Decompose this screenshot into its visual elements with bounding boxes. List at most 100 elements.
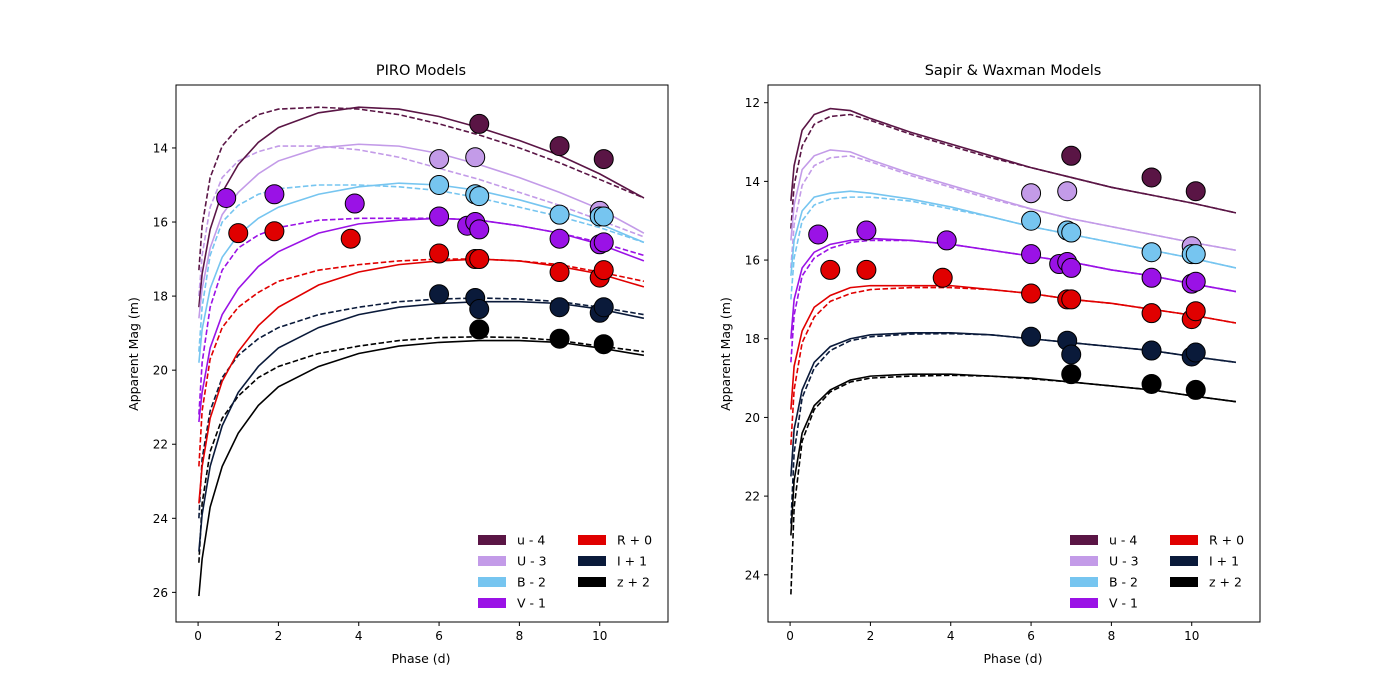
observations-sapir-waxman	[808, 145, 1206, 400]
solid-model-line-v-1	[790, 237, 1237, 339]
observation-point-z-2	[469, 319, 490, 340]
legend-label: B - 2	[517, 575, 546, 590]
legend-swatch	[478, 598, 506, 608]
legend-label: V - 1	[517, 596, 546, 611]
legend-swatch	[478, 556, 506, 566]
x-tick-label: 0	[194, 629, 202, 643]
solid-model-line-u-4	[198, 106, 645, 308]
y-axis-label-sapir-waxman: Apparent Mag (m)	[718, 297, 733, 411]
observation-point-i-1	[1061, 344, 1082, 365]
observation-point-z-2	[1061, 364, 1082, 385]
observation-point-r-0	[932, 267, 953, 288]
legend-swatch	[1170, 535, 1198, 545]
observation-point-v-1	[593, 232, 614, 253]
legend-swatch	[1070, 598, 1098, 608]
solid-model-line-z-2	[198, 339, 645, 597]
observation-point-u-4	[1061, 145, 1082, 166]
solid-model-line-b-2	[198, 182, 645, 363]
y-tick-label: 14	[153, 141, 168, 155]
observation-point-r-0	[820, 259, 841, 280]
observation-point-b-2	[549, 204, 570, 225]
observation-point-b-2	[429, 174, 450, 195]
observation-point-v-1	[1185, 271, 1206, 292]
legend-label: z + 2	[617, 575, 650, 590]
x-axis-label-sapir-waxman: Phase (d)	[984, 651, 1043, 666]
dashed-model-line-i-1	[198, 297, 645, 519]
y-tick-label: 20	[745, 411, 760, 425]
panel-sapir-waxman: Sapir & Waxman Models Phase (d) Apparent…	[718, 63, 1261, 666]
observation-point-r-0	[1061, 289, 1082, 310]
observation-point-i-1	[469, 299, 490, 320]
observation-point-v-1	[469, 219, 490, 240]
observation-point-u-4	[1185, 181, 1206, 202]
y-tick-label: 22	[153, 438, 168, 452]
observation-point-i-1	[429, 284, 450, 305]
observation-point-v-1	[1141, 267, 1162, 288]
observation-point-v-1	[264, 184, 285, 205]
solid-model-line-z-2	[790, 373, 1237, 536]
observation-point-b-2	[469, 186, 490, 207]
solid-model-line-i-1	[790, 332, 1237, 477]
legend-piro: u - 4 U - 3 B - 2 V - 1 R + 0 I + 1 z + 2	[478, 533, 652, 611]
legend-label: I + 1	[1209, 554, 1239, 569]
solid-model-line-v-1	[198, 217, 645, 423]
dashed-model-line-i-1	[790, 332, 1237, 524]
observation-point-b-2	[593, 206, 614, 227]
dashed-model-line-b-2	[198, 184, 645, 352]
x-tick-label: 2	[867, 629, 875, 643]
observation-point-r-0	[549, 262, 570, 283]
legend-sapir-waxman: u - 4 U - 3 B - 2 V - 1 R + 0 I + 1 z + 2	[1070, 533, 1244, 611]
y-tick-label: 26	[153, 586, 168, 600]
x-tick-label: 6	[1027, 629, 1035, 643]
observation-point-r-0	[340, 228, 361, 249]
observation-point-r-0	[469, 249, 490, 270]
chart-title-sapir-waxman: Sapir & Waxman Models	[925, 63, 1102, 79]
observation-point-i-1	[593, 297, 614, 318]
observation-point-r-0	[856, 259, 877, 280]
legend-swatch	[578, 556, 606, 566]
y-axis-label-piro: Apparent Mag (m)	[126, 297, 141, 411]
observation-point-u-4	[469, 113, 490, 134]
observation-point-z-2	[593, 334, 614, 355]
x-tick-label: 4	[947, 629, 955, 643]
solid-model-line-r-0	[198, 258, 645, 504]
observation-point-r-0	[228, 223, 249, 244]
dashed-model-line-r-0	[198, 258, 645, 467]
observation-point-v-1	[344, 193, 365, 214]
x-tick-label: 10	[1184, 629, 1199, 643]
y-tick-label: 12	[745, 96, 760, 110]
observation-point-b-2	[1185, 244, 1206, 265]
x-tick-label: 8	[1108, 629, 1116, 643]
observation-point-u-4	[593, 149, 614, 170]
y-tick-label: 24	[153, 512, 168, 526]
observation-point-r-0	[264, 221, 285, 242]
observation-point-z-2	[1141, 373, 1162, 394]
legend-label: I + 1	[617, 554, 647, 569]
legend-swatch	[1170, 577, 1198, 587]
legend-label: V - 1	[1109, 596, 1138, 611]
observation-point-u-3	[1021, 183, 1042, 204]
legend-label: z + 2	[1209, 575, 1242, 590]
observation-point-i-1	[1021, 326, 1042, 347]
y-tick-label: 16	[745, 254, 760, 268]
observation-point-u-3	[465, 147, 486, 168]
x-axis-label-piro: Phase (d)	[392, 651, 451, 666]
observation-point-b-2	[1021, 210, 1042, 231]
y-tick-label: 22	[745, 490, 760, 504]
observation-point-v-1	[856, 220, 877, 241]
observation-point-r-0	[429, 243, 450, 264]
dashed-model-line-u-3	[198, 145, 645, 297]
solid-model-line-r-0	[790, 284, 1237, 410]
observation-point-i-1	[1141, 340, 1162, 361]
observation-point-b-2	[1141, 242, 1162, 263]
x-tick-label: 6	[435, 629, 443, 643]
legend-swatch	[1070, 577, 1098, 587]
y-tick-label: 18	[153, 290, 168, 304]
observations-piro	[216, 113, 614, 355]
legend-label: B - 2	[1109, 575, 1138, 590]
observation-point-v-1	[1061, 257, 1082, 278]
y-tick-label: 14	[745, 175, 760, 189]
dashed-model-line-b-2	[790, 196, 1237, 300]
